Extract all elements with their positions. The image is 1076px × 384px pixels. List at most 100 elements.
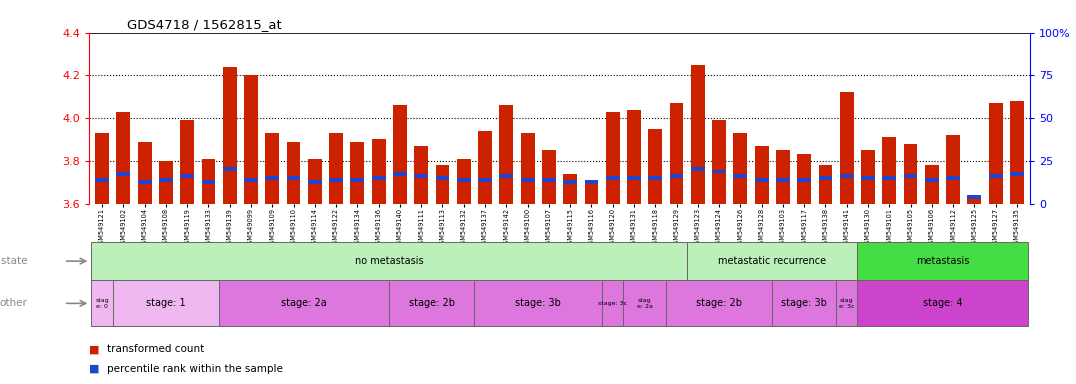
Bar bbox=[138, 142, 152, 204]
Text: stag
e: 3c: stag e: 3c bbox=[839, 298, 854, 309]
Bar bbox=[606, 176, 620, 180]
Text: GDS4718 / 1562815_at: GDS4718 / 1562815_at bbox=[127, 18, 282, 31]
Bar bbox=[95, 178, 109, 182]
Bar bbox=[201, 159, 215, 204]
Bar bbox=[606, 112, 620, 204]
Bar bbox=[475, 280, 603, 326]
Bar bbox=[666, 280, 773, 326]
Bar bbox=[734, 174, 748, 178]
Bar bbox=[436, 176, 450, 180]
Bar bbox=[776, 150, 790, 204]
Bar bbox=[904, 144, 918, 204]
Text: stag
e: 2a: stag e: 2a bbox=[637, 298, 652, 309]
Bar bbox=[669, 103, 683, 204]
Bar bbox=[181, 174, 194, 178]
Bar bbox=[371, 176, 385, 180]
Bar bbox=[371, 139, 385, 204]
Bar bbox=[603, 280, 623, 326]
Bar bbox=[627, 109, 641, 204]
Bar bbox=[1010, 101, 1024, 204]
Text: percentile rank within the sample: percentile rank within the sample bbox=[107, 364, 282, 374]
Bar bbox=[201, 180, 215, 184]
Bar bbox=[712, 120, 726, 204]
Bar bbox=[457, 178, 470, 182]
Bar bbox=[819, 165, 833, 204]
Bar bbox=[861, 176, 875, 180]
Text: ■: ■ bbox=[89, 364, 100, 374]
Bar bbox=[836, 280, 858, 326]
Text: stage: 2a: stage: 2a bbox=[281, 298, 327, 308]
Text: stage: 3c: stage: 3c bbox=[598, 301, 627, 306]
Bar bbox=[95, 133, 109, 204]
Text: transformed count: transformed count bbox=[107, 344, 203, 354]
Bar bbox=[925, 178, 938, 182]
Bar bbox=[181, 120, 194, 204]
Bar bbox=[457, 159, 470, 204]
Bar bbox=[113, 280, 220, 326]
Bar bbox=[393, 105, 407, 204]
Text: stage: 3b: stage: 3b bbox=[781, 298, 827, 308]
Bar bbox=[858, 280, 1028, 326]
Bar bbox=[967, 195, 981, 204]
Bar bbox=[116, 172, 130, 175]
Bar bbox=[989, 103, 1003, 204]
Bar bbox=[244, 178, 258, 182]
Bar bbox=[308, 180, 322, 184]
Bar bbox=[266, 176, 279, 180]
Bar bbox=[861, 150, 875, 204]
Bar bbox=[351, 142, 365, 204]
Bar bbox=[286, 176, 300, 180]
Text: stag
e: 0: stag e: 0 bbox=[96, 298, 109, 309]
Bar bbox=[712, 170, 726, 174]
Bar bbox=[393, 172, 407, 175]
Text: stage: 2b: stage: 2b bbox=[409, 298, 455, 308]
Text: metastatic recurrence: metastatic recurrence bbox=[718, 256, 826, 266]
Bar bbox=[882, 176, 896, 180]
Text: other: other bbox=[0, 298, 28, 308]
Bar bbox=[351, 178, 365, 182]
Text: stage: 3b: stage: 3b bbox=[515, 298, 562, 308]
Text: stage: 2b: stage: 2b bbox=[696, 298, 742, 308]
Bar bbox=[286, 142, 300, 204]
Bar bbox=[138, 180, 152, 184]
Bar bbox=[478, 131, 492, 204]
Bar bbox=[858, 242, 1028, 280]
Bar bbox=[329, 133, 343, 204]
Bar bbox=[989, 174, 1003, 178]
Bar bbox=[223, 67, 237, 204]
Text: stage: 1: stage: 1 bbox=[146, 298, 186, 308]
Bar bbox=[773, 280, 836, 326]
Bar bbox=[91, 242, 688, 280]
Bar bbox=[521, 133, 535, 204]
Bar bbox=[414, 146, 428, 204]
Bar bbox=[819, 176, 833, 180]
Bar bbox=[649, 176, 662, 180]
Bar bbox=[91, 280, 113, 326]
Bar bbox=[266, 133, 279, 204]
Bar bbox=[159, 178, 173, 182]
Bar bbox=[623, 280, 666, 326]
Bar bbox=[754, 178, 768, 182]
Text: ■: ■ bbox=[89, 344, 100, 354]
Bar bbox=[691, 65, 705, 204]
Bar bbox=[159, 161, 173, 204]
Bar bbox=[542, 150, 556, 204]
Bar bbox=[882, 137, 896, 204]
Bar bbox=[688, 242, 858, 280]
Bar bbox=[521, 178, 535, 182]
Bar bbox=[754, 146, 768, 204]
Bar bbox=[390, 280, 475, 326]
Bar bbox=[734, 133, 748, 204]
Bar bbox=[499, 174, 513, 178]
Text: metastasis: metastasis bbox=[916, 256, 969, 266]
Bar bbox=[499, 105, 513, 204]
Bar bbox=[116, 112, 130, 204]
Bar bbox=[478, 178, 492, 182]
Bar bbox=[584, 180, 598, 184]
Bar bbox=[669, 174, 683, 178]
Bar bbox=[563, 174, 577, 204]
Bar bbox=[563, 180, 577, 184]
Text: no metastasis: no metastasis bbox=[355, 256, 424, 266]
Bar bbox=[946, 135, 960, 204]
Bar bbox=[244, 75, 258, 204]
